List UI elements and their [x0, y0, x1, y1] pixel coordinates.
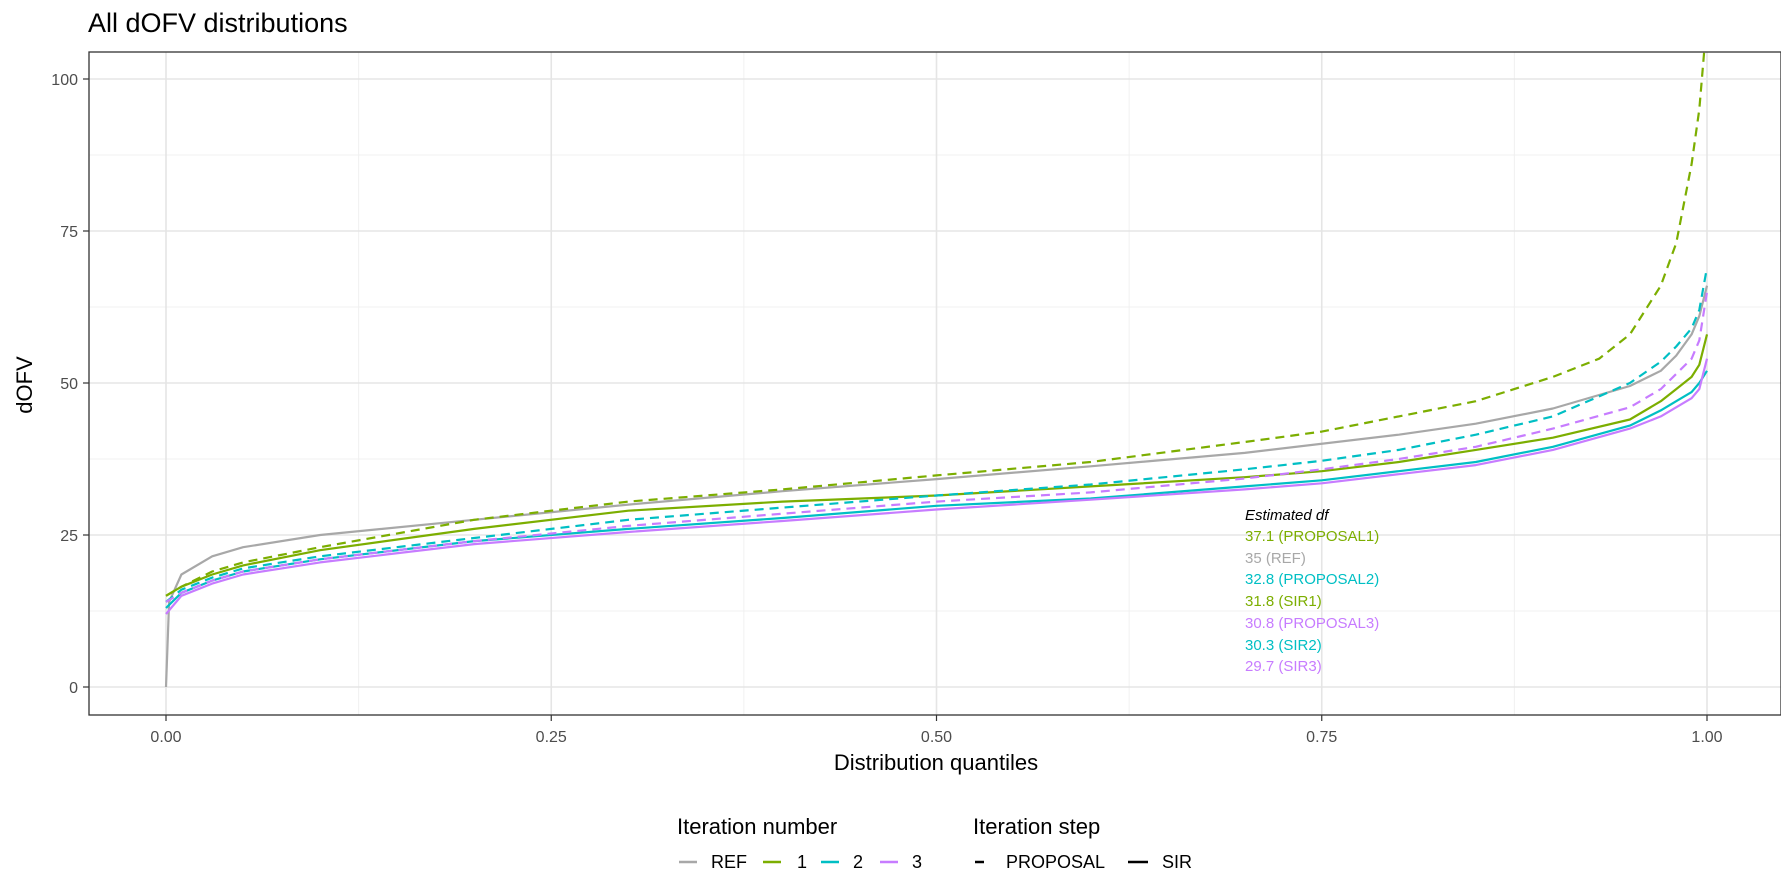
y-tick-label: 50: [60, 376, 78, 393]
x-tick-label: 0.25: [536, 729, 567, 746]
legend-key-sir: SIR: [1128, 852, 1192, 872]
x-tick-label: 0.00: [150, 729, 181, 746]
annotation-line-proposal1: 37.1 (PROPOSAL1): [1245, 528, 1379, 545]
annotation-line-sir2: 30.3 (SIR2): [1245, 637, 1322, 654]
x-axis-title: Distribution quantiles: [834, 750, 1038, 775]
series-line-3-sir: [165, 358, 1709, 615]
legend-key-proposal: PROPOSAL: [975, 852, 1105, 872]
minor-gridlines: [89, 52, 1781, 715]
plot-panel: [88, 51, 1781, 716]
y-tick-label: 25: [60, 528, 78, 545]
legend-label-2: 2: [853, 852, 863, 872]
y-tick-label: 100: [51, 72, 78, 89]
x-tick-label: 0.50: [921, 729, 952, 746]
y-tick-label: 75: [60, 224, 78, 241]
series-lines: [164, 52, 1709, 688]
annotation-line-ref: 35 (REF): [1245, 550, 1306, 567]
legend-label-1: 1: [797, 852, 807, 872]
legend: Iteration number REF 1 2 3 Iteration ste…: [677, 814, 1192, 872]
legend-title-iteration-number: Iteration number: [677, 814, 837, 839]
legend-key-1: 1: [763, 852, 807, 872]
legend-label-3: 3: [912, 852, 922, 872]
x-tick-label: 1.00: [1691, 729, 1722, 746]
series-line-1-proposal: [165, 52, 1706, 597]
annotation-line-sir1: 31.8 (SIR1): [1245, 593, 1322, 610]
series-line-ref-sir: [164, 285, 1709, 688]
chart-title: All dOFV distributions: [88, 8, 348, 38]
series-line-2-proposal: [165, 267, 1709, 603]
legend-key-3: 3: [880, 852, 922, 872]
legend-title-iteration-step: Iteration step: [973, 814, 1100, 839]
y-axis-title: dOFV: [12, 356, 37, 414]
series-line-1-sir: [165, 334, 1709, 597]
legend-key-ref: REF: [679, 852, 747, 872]
x-axis-ticks: 0.00 0.25 0.50 0.75 1.00: [150, 715, 1723, 746]
annotation-line-proposal2: 32.8 (PROPOSAL2): [1245, 571, 1379, 588]
series-line-3-proposal: [165, 291, 1709, 603]
annotation-title: Estimated df: [1245, 507, 1330, 524]
legend-key-2: 2: [821, 852, 863, 872]
annotation-line-proposal3: 30.8 (PROPOSAL3): [1245, 615, 1379, 632]
legend-label-proposal: PROPOSAL: [1006, 852, 1105, 872]
y-axis-ticks: 0 25 50 75 100: [51, 72, 89, 697]
annotation-line-sir3: 29.7 (SIR3): [1245, 658, 1322, 675]
legend-label-ref: REF: [711, 852, 747, 872]
estimated-df-annotation: Estimated df 37.1 (PROPOSAL1) 35 (REF) 3…: [1245, 507, 1379, 675]
legend-label-sir: SIR: [1162, 852, 1192, 872]
major-gridlines: [89, 52, 1781, 715]
x-tick-label: 0.75: [1306, 729, 1337, 746]
y-tick-label: 0: [69, 680, 78, 697]
